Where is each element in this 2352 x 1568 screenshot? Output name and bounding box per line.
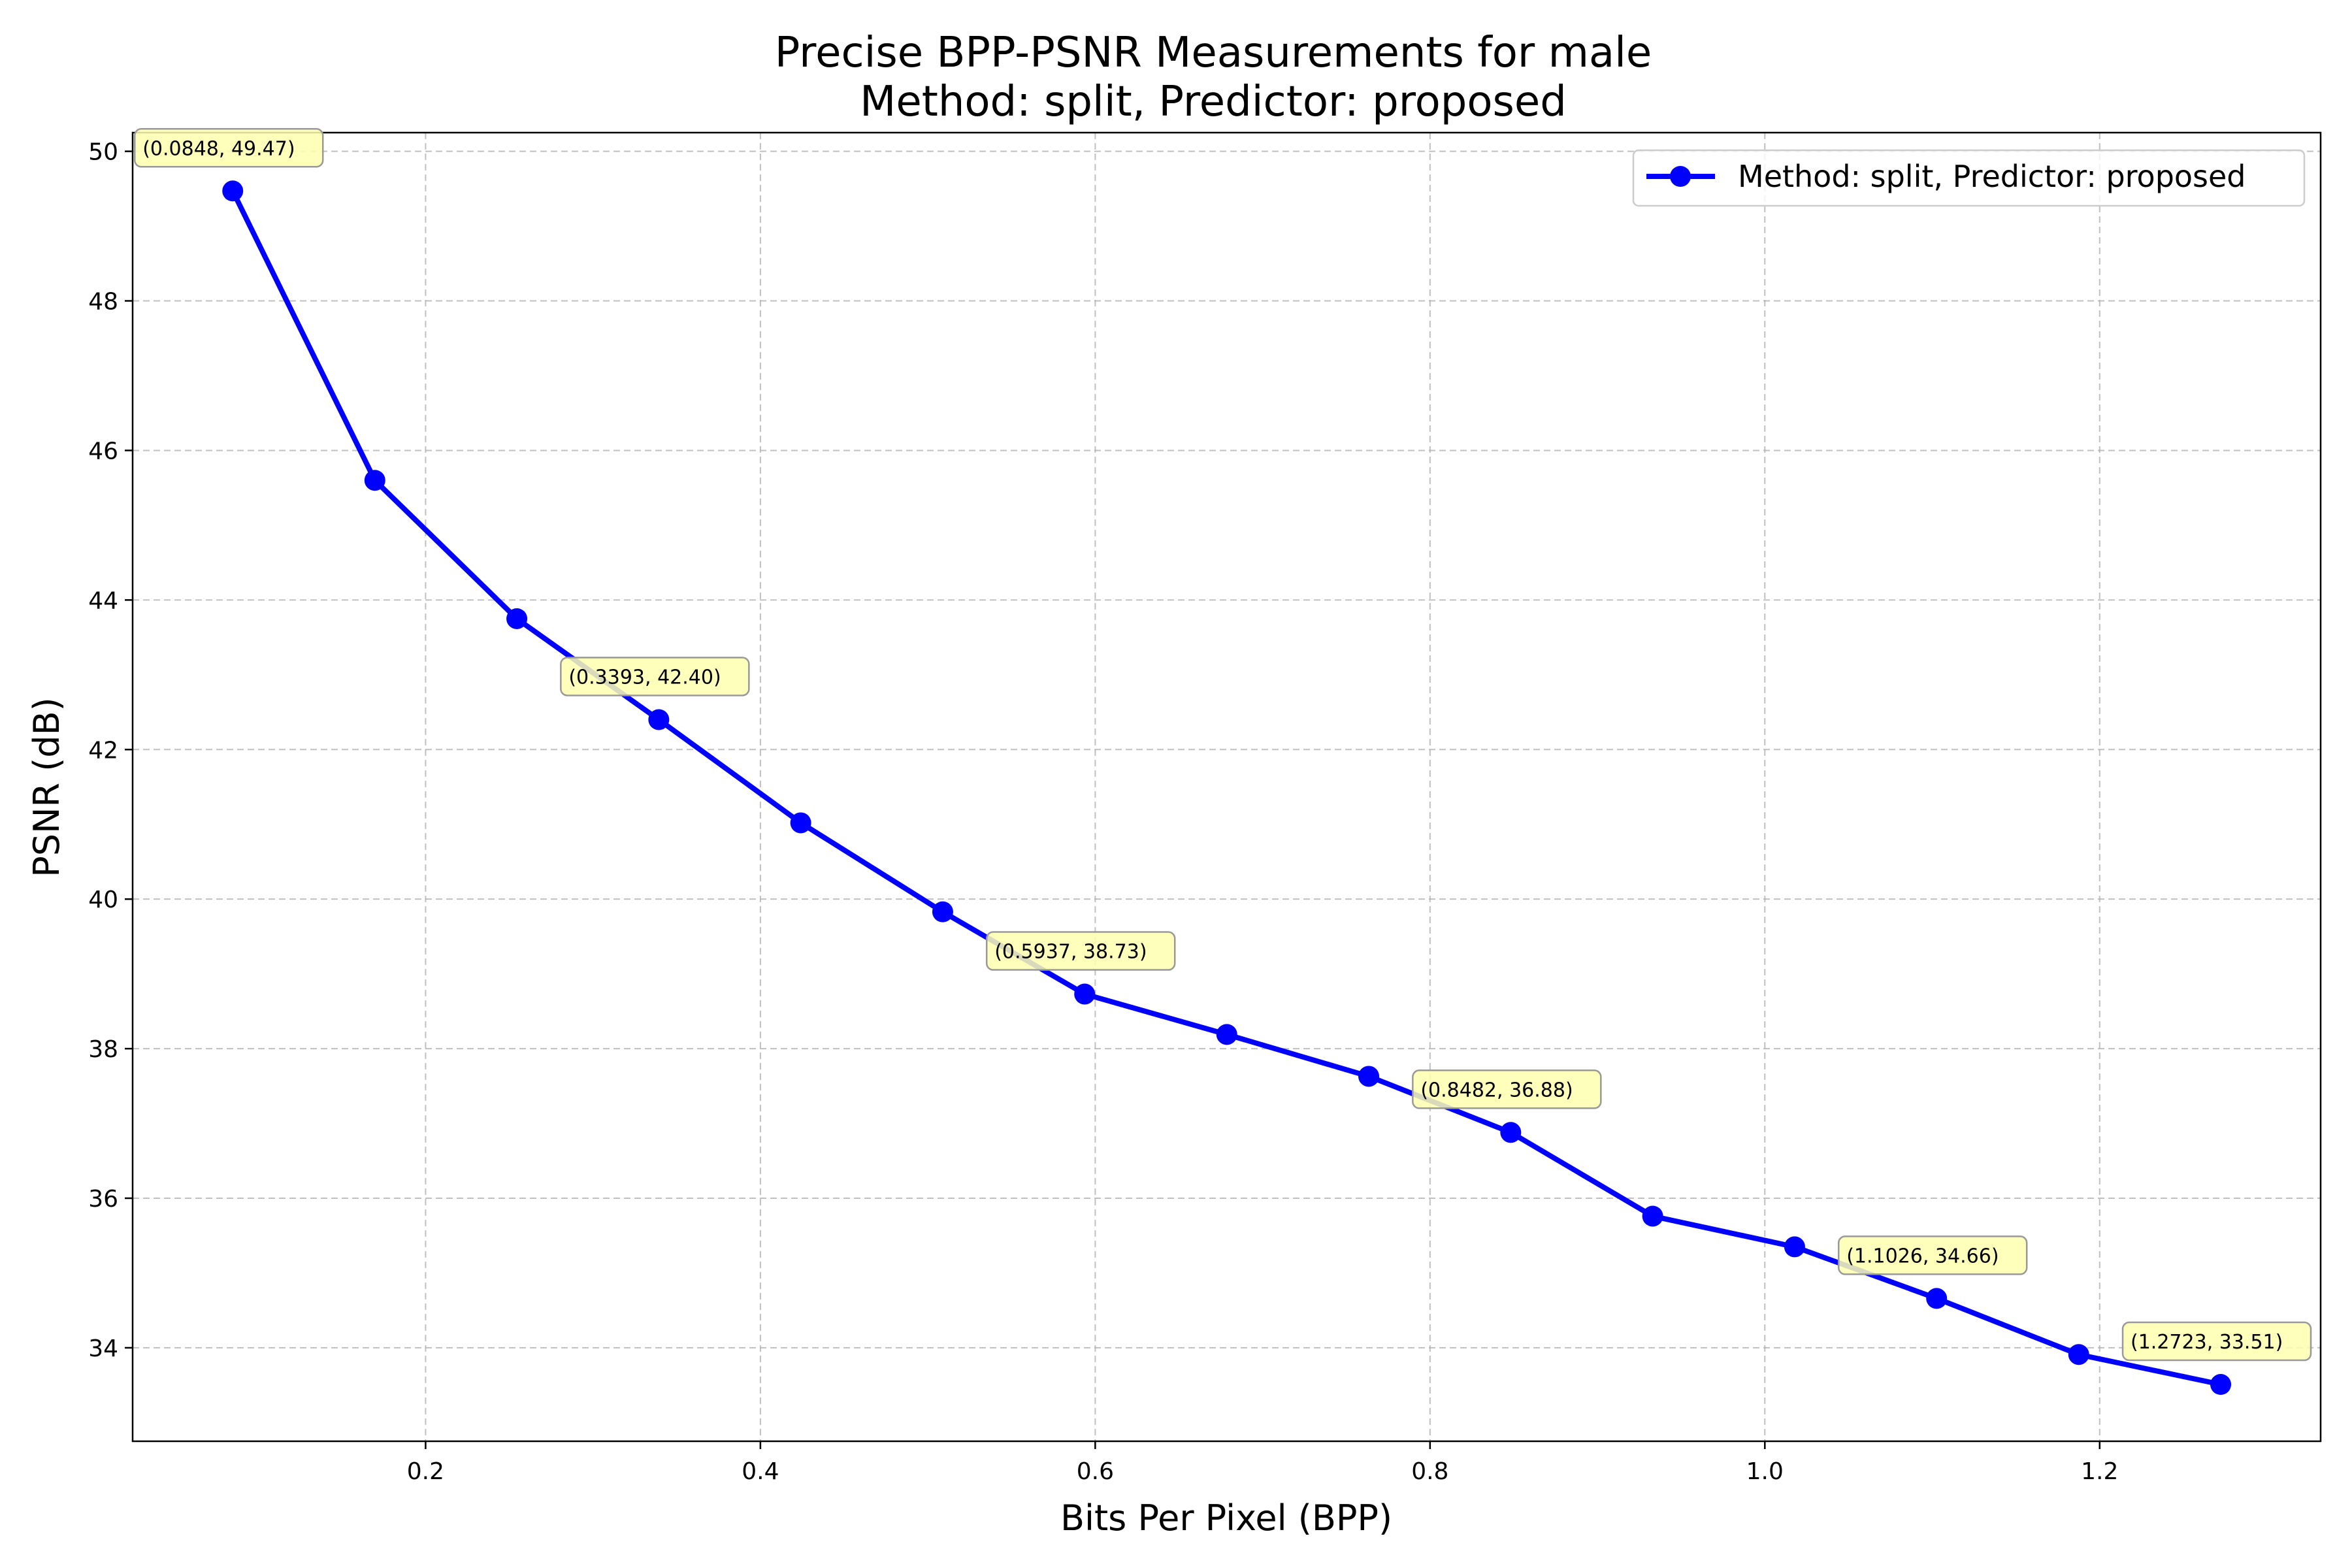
data-point — [2210, 1374, 2232, 1396]
annotation-box — [1837, 1235, 2028, 1275]
data-point — [932, 901, 953, 923]
annotation-label: (1.1026, 34.66) — [1846, 1245, 1999, 1267]
x-tick-label: 0.8 — [1411, 1458, 1448, 1485]
data-point — [1358, 1066, 1380, 1087]
y-tick-label: 38 — [88, 1036, 118, 1063]
data-point — [648, 709, 670, 730]
annotation-label: (0.0848, 49.47) — [142, 137, 295, 160]
y-tick-label: 36 — [88, 1186, 118, 1213]
annotation-label: (0.3393, 42.40) — [568, 666, 721, 689]
legend: Method: split, Predictor: proposed — [1632, 149, 2306, 207]
data-point — [1216, 1024, 1237, 1045]
annotation: (0.0848, 49.47) — [133, 128, 324, 168]
y-tick-label: 44 — [88, 587, 118, 614]
y-tick-label: 50 — [88, 139, 118, 166]
x-tick-label: 1.0 — [1746, 1458, 1784, 1485]
y-tick-label: 42 — [88, 737, 118, 764]
data-point — [506, 608, 528, 629]
grid-lines — [133, 133, 2321, 1441]
chart-subtitle: Method: split, Predictor: proposed — [860, 78, 1567, 126]
data-point — [1500, 1122, 1522, 1143]
annotation-box — [1412, 1070, 1602, 1109]
annotation: (0.8482, 36.88) — [1412, 1070, 1602, 1109]
annotation: (1.1026, 34.66) — [1837, 1235, 2028, 1275]
x-tick-label: 1.2 — [2081, 1458, 2118, 1485]
y-tick-label: 48 — [88, 289, 118, 316]
y-tick-label: 46 — [88, 438, 118, 465]
x-axis-label: Bits Per Pixel (BPP) — [1060, 1497, 1392, 1539]
data-point — [222, 180, 244, 202]
data-point — [2068, 1344, 2089, 1365]
x-axis-ticks: 0.2 0.4 0.6 0.8 1.0 1.2 — [407, 1441, 2118, 1485]
y-tick-label: 34 — [88, 1335, 118, 1362]
annotation-label: (1.2723, 33.51) — [2131, 1331, 2283, 1354]
y-axis-ticks: 34 36 38 40 42 44 46 48 50 — [88, 139, 133, 1362]
plot-area-frame — [131, 131, 2322, 1443]
data-point — [364, 470, 385, 491]
annotation: (0.3393, 42.40) — [560, 657, 750, 696]
legend-label: Method: split, Predictor: proposed — [1738, 159, 2246, 194]
data-point — [1926, 1288, 1948, 1309]
x-tick-label: 0.6 — [1077, 1458, 1114, 1485]
legend-marker-sample — [1670, 166, 1691, 187]
series-layer — [222, 180, 2232, 1396]
annotation: (1.2723, 33.51) — [2121, 1321, 2312, 1362]
data-point — [1074, 983, 1096, 1005]
annotation-box — [560, 657, 750, 696]
annotations-layer: (0.0848, 49.47) (0.3393, 42.40) (0.5937, 3… — [133, 128, 2312, 1362]
annotation-box — [985, 931, 1176, 971]
chart-title: Precise BPP-PSNR Measurements for male — [775, 29, 1652, 77]
x-tick-label: 0.4 — [742, 1458, 779, 1485]
data-point — [790, 812, 811, 834]
y-tick-label: 40 — [88, 887, 118, 913]
annotation-label: (0.8482, 36.88) — [1420, 1079, 1573, 1102]
data-point — [1784, 1236, 1805, 1258]
annotation-box — [2121, 1321, 2312, 1362]
y-axis-label: PSNR (dB) — [26, 697, 67, 877]
legend-box — [1632, 149, 2306, 207]
x-tick-label: 0.2 — [407, 1458, 444, 1485]
annotation: (0.5937, 38.73) — [985, 931, 1176, 971]
annotation-label: (0.5937, 38.73) — [994, 941, 1147, 964]
data-point — [1642, 1205, 1663, 1227]
annotation-box — [133, 128, 324, 168]
